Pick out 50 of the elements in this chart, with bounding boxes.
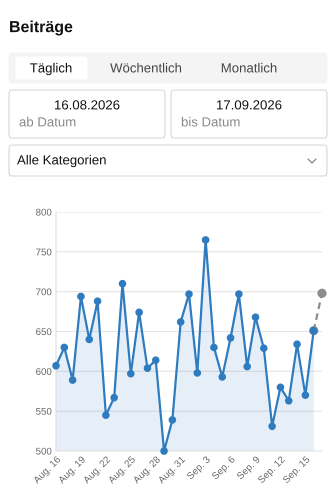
point — [226, 334, 234, 342]
point — [118, 280, 126, 288]
y-tick-label: 500 — [36, 448, 52, 455]
point — [260, 344, 268, 352]
text: ab Datum — [20, 116, 76, 127]
x-tick-label: Sep. 3 — [186, 456, 212, 482]
text: bis Datum — [182, 116, 240, 127]
point — [168, 416, 176, 424]
point — [268, 422, 276, 430]
point — [210, 344, 218, 352]
point — [126, 370, 135, 378]
y-tick-label: 600 — [36, 368, 52, 375]
point — [293, 340, 301, 348]
point — [176, 318, 185, 326]
point — [302, 391, 310, 400]
y-tick-label: 650 — [36, 328, 52, 336]
point — [243, 362, 252, 370]
point — [60, 344, 68, 352]
point — [218, 373, 226, 381]
point — [185, 290, 193, 298]
point — [202, 236, 210, 244]
point — [52, 362, 60, 370]
point — [252, 313, 260, 321]
point — [110, 394, 118, 402]
point — [152, 356, 160, 364]
y-tick-label: 550 — [36, 408, 52, 415]
point — [276, 383, 284, 392]
text: Wöchentlich — [110, 62, 182, 73]
point — [77, 292, 85, 300]
point — [94, 297, 102, 306]
point — [317, 288, 327, 298]
point — [193, 369, 202, 377]
text: 16.08.2026 — [54, 100, 120, 110]
point — [68, 376, 76, 384]
y-tick-label: 800 — [36, 208, 52, 216]
point — [135, 308, 143, 316]
point — [85, 336, 94, 344]
text: 17.09.2026 — [216, 100, 282, 110]
chart-title: Beiträge — [10, 20, 72, 36]
point — [160, 447, 168, 455]
point — [144, 364, 152, 372]
y-tick-label: 700 — [36, 288, 52, 296]
text: Alle Kategorien — [17, 154, 106, 168]
text: Monatlich — [222, 62, 276, 73]
y-tick-label: 750 — [36, 248, 52, 256]
point — [235, 290, 243, 298]
x-tick-label: Sep. 6 — [211, 456, 237, 482]
text: Täglich — [30, 62, 72, 76]
point — [102, 411, 110, 419]
point — [284, 396, 293, 405]
